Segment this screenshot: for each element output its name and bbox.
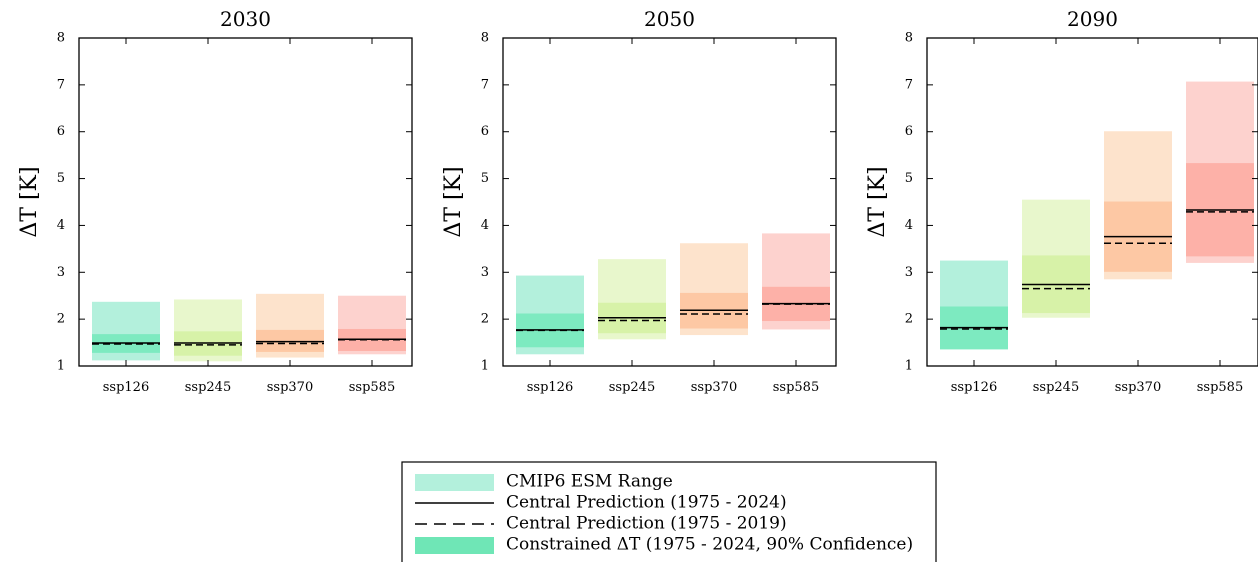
x-tick-label: ssp585 [349,380,395,395]
panel-title: 2090 [1067,7,1118,31]
x-tick-label: ssp370 [691,380,737,395]
panel-2050: 2050 ΔT [K] 1 2 3 4 5 6 7 8 ssp126 ssp245 ssp370 ssp5… [441,7,837,395]
y-tick-label: 3 [57,265,65,280]
legend-label: Central Prediction (1975 - 2024) [506,493,787,513]
y-tick-label: 3 [905,265,913,280]
x-tick-label: ssp245 [609,380,655,395]
y-tick-label: 8 [481,31,489,46]
y-axis-label: ΔT [K] [441,166,466,237]
legend-swatch [415,474,494,491]
x-tick-label: ssp370 [267,380,313,395]
x-tick-label: ssp370 [1115,380,1161,395]
y-tick-label: 2 [57,312,65,327]
legend-label: CMIP6 ESM Range [506,472,673,492]
y-tick-label: 5 [57,171,65,186]
y-tick-label: 4 [481,218,489,233]
y-tick-label: 2 [905,312,913,327]
x-tick-label: ssp585 [773,380,819,395]
x-tick-label: ssp585 [1197,380,1243,395]
y-tick-label: 7 [481,77,489,92]
legend-label: Central Prediction (1975 - 2019) [506,514,787,534]
x-tick-label: ssp126 [527,380,573,395]
panel-title: 2050 [644,7,695,31]
x-tick-label: ssp126 [103,380,149,395]
y-tick-label: 6 [57,124,65,139]
y-axis-label: ΔT [K] [17,166,42,237]
plot-frame [502,37,837,367]
legend-label: Constrained ΔT (1975 - 2024, 90% Confide… [506,535,913,555]
y-tick-label: 4 [57,218,65,233]
y-tick-label: 1 [905,359,913,374]
y-tick-label: 7 [905,77,913,92]
y-axis-label: ΔT [K] [865,166,890,237]
panel-title: 2030 [220,7,271,31]
plot-frame [78,37,413,367]
y-tick-label: 8 [905,31,913,46]
y-tick-label: 5 [481,171,489,186]
panel-2030: 2030 ΔT [K] 1 2 3 4 5 6 7 8 ssp126 ssp245 ssp370 ssp5… [17,7,413,395]
y-tick-label: 8 [57,31,65,46]
y-tick-label: 1 [57,359,65,374]
panel-2090: 2090 ΔT [K] 1 2 3 4 5 6 7 8 ssp126 ssp245 ssp370 ssp5… [865,7,1258,395]
y-tick-label: 3 [481,265,489,280]
y-tick-label: 4 [905,218,913,233]
x-tick-label: ssp245 [185,380,231,395]
x-tick-label: ssp126 [951,380,997,395]
y-tick-label: 1 [481,359,489,374]
y-tick-label: 5 [905,171,913,186]
y-tick-label: 2 [481,312,489,327]
legend-swatch [415,537,494,554]
plot-frame [926,37,1258,367]
y-tick-label: 6 [905,124,913,139]
y-tick-label: 6 [481,124,489,139]
y-tick-label: 7 [57,77,65,92]
x-tick-label: ssp245 [1033,380,1079,395]
